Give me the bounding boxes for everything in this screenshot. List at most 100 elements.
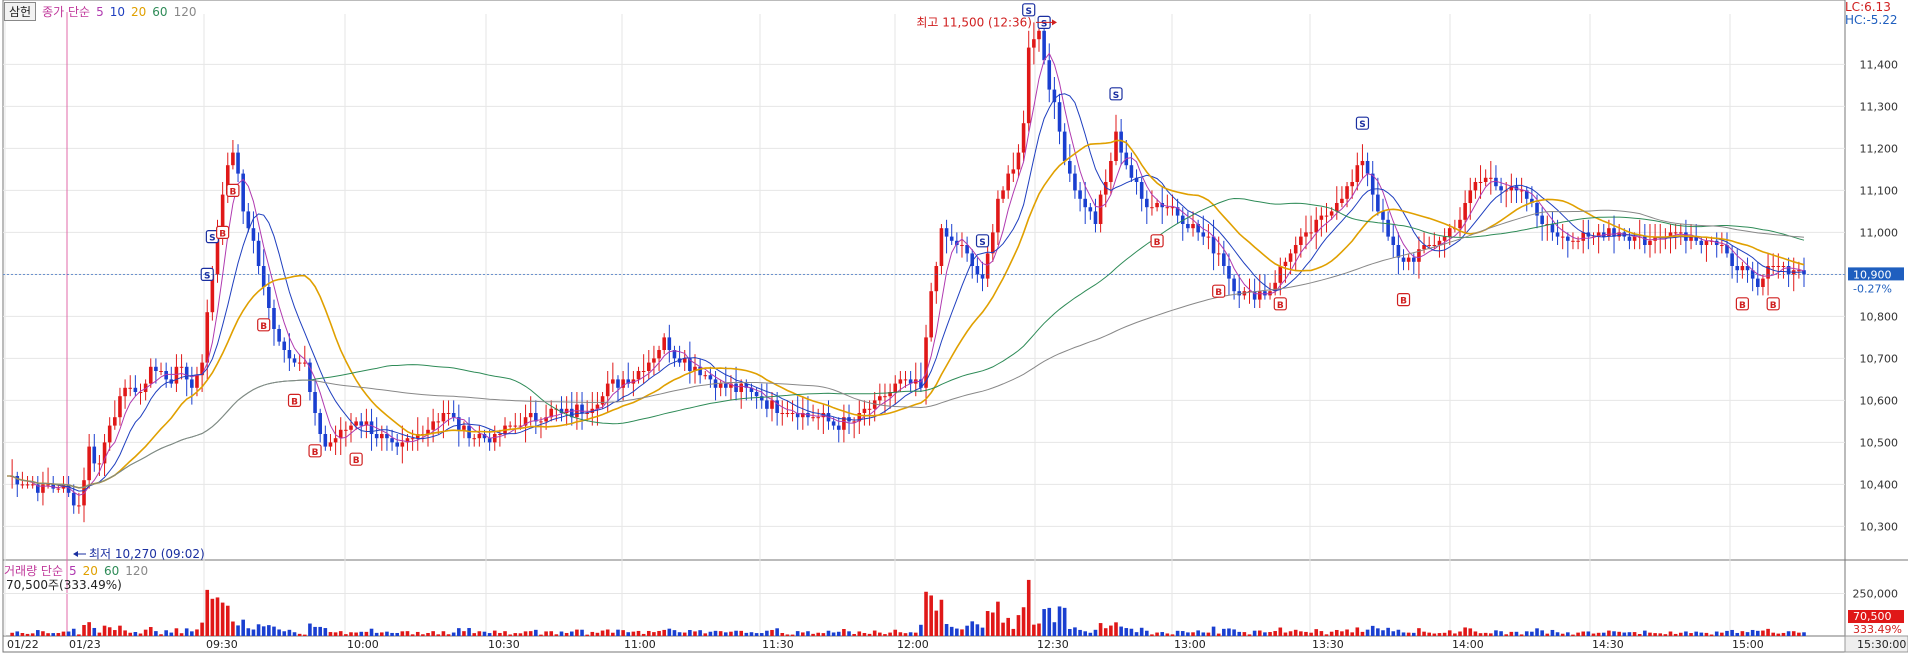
volume-bar xyxy=(554,634,559,636)
volume-bar xyxy=(380,632,384,636)
volume-bar xyxy=(87,622,91,636)
volume-bar xyxy=(1211,626,1216,636)
candle-body xyxy=(1299,236,1303,245)
volume-bar xyxy=(251,629,256,636)
volume-bar xyxy=(1114,622,1118,636)
volume-bar xyxy=(1376,628,1380,636)
volume-bar xyxy=(195,629,199,636)
volume-bar xyxy=(960,629,964,636)
candle-body xyxy=(225,165,230,195)
volume-bar xyxy=(1103,628,1108,636)
candle-body xyxy=(816,417,821,419)
volume-bar xyxy=(816,632,821,636)
volume-bar xyxy=(426,632,430,636)
candle-body xyxy=(949,236,954,241)
candle-body xyxy=(1206,236,1211,238)
candle-body xyxy=(36,484,40,493)
volume-bar xyxy=(1309,632,1313,636)
volume-bar xyxy=(744,632,749,636)
candle-body xyxy=(1463,203,1467,220)
volume-bar xyxy=(975,624,980,636)
volume-bar xyxy=(703,633,708,636)
volume-bar xyxy=(1684,631,1688,636)
volume-bar xyxy=(842,629,846,636)
volume-bar xyxy=(1206,632,1211,636)
volume-bar xyxy=(1535,628,1539,636)
candle-body xyxy=(1473,182,1478,191)
volume-bar xyxy=(852,634,856,636)
candle-body xyxy=(1340,198,1344,203)
candle-body xyxy=(944,228,949,237)
volume-bar xyxy=(1052,622,1057,636)
candle-body xyxy=(1447,228,1452,237)
candle-body xyxy=(1735,266,1740,271)
volume-bar xyxy=(107,627,112,636)
x-tick-label: 15:00 xyxy=(1732,638,1764,651)
volume-bar xyxy=(1591,633,1596,636)
volume-bar xyxy=(1160,632,1165,636)
volume-bar xyxy=(1478,633,1483,636)
candle-body xyxy=(518,425,523,427)
volume-bar xyxy=(1391,631,1396,636)
candle-body xyxy=(1755,278,1760,287)
symbol-badge[interactable]: 삼헌 xyxy=(4,2,37,21)
volume-bar xyxy=(724,632,728,636)
volume-bar xyxy=(888,632,892,636)
volume-bar xyxy=(1704,632,1709,636)
y-tick-label: 10,500 xyxy=(1860,436,1899,449)
signal-label: B xyxy=(1739,301,1746,311)
volume-bar xyxy=(10,632,14,636)
volume-bar xyxy=(682,632,687,636)
candle-body xyxy=(1283,261,1288,266)
candle-body xyxy=(1678,232,1683,234)
candle-body xyxy=(1535,203,1539,216)
signal-marker xyxy=(1212,284,1226,298)
volume-bar xyxy=(267,625,271,636)
volume-bar xyxy=(1175,630,1180,636)
candle-body xyxy=(698,366,702,376)
candle-body xyxy=(1252,291,1257,300)
candle-body xyxy=(477,434,482,439)
volume-bar xyxy=(1083,631,1087,636)
candle-body xyxy=(1098,194,1103,224)
candle-body xyxy=(996,198,1000,233)
axis-corner xyxy=(1844,635,1908,653)
candle-body xyxy=(862,408,867,413)
volume-bar xyxy=(138,633,143,636)
candle-body xyxy=(600,396,605,405)
ma-10-line xyxy=(7,93,1805,492)
candle-body xyxy=(1504,190,1509,192)
candle-body xyxy=(1704,240,1709,245)
low-annotation-arrowhead xyxy=(73,551,78,557)
candle-body xyxy=(159,371,163,372)
x-tick-label: 10:30 xyxy=(488,638,520,651)
ma-5-line xyxy=(7,52,1805,496)
candle-body xyxy=(898,379,903,384)
volume-bar xyxy=(220,602,225,636)
volume-bar xyxy=(451,632,456,636)
volume-bar xyxy=(528,631,533,636)
candle-body xyxy=(302,362,307,364)
volume-bar xyxy=(1386,627,1390,636)
volume-bar xyxy=(826,630,831,636)
volume-bar xyxy=(1263,632,1267,636)
candle-body xyxy=(965,245,969,254)
volume-bar xyxy=(1216,633,1221,636)
volume-bar xyxy=(323,628,328,636)
volume-bars-group xyxy=(10,579,1806,636)
signal-label: B xyxy=(219,229,226,239)
volume-bar xyxy=(482,631,487,636)
candle-body xyxy=(1468,190,1473,203)
y-tick-label: 11,000 xyxy=(1860,226,1899,239)
volume-bar xyxy=(66,631,71,636)
volume-bar xyxy=(1596,632,1601,636)
volume-bar xyxy=(1304,631,1308,636)
candle-body xyxy=(842,417,846,430)
candle-body xyxy=(1406,257,1411,262)
volume-bar xyxy=(1653,633,1657,636)
signal-label: S xyxy=(209,234,215,244)
candle-body xyxy=(605,383,610,397)
candle-body xyxy=(20,484,25,486)
